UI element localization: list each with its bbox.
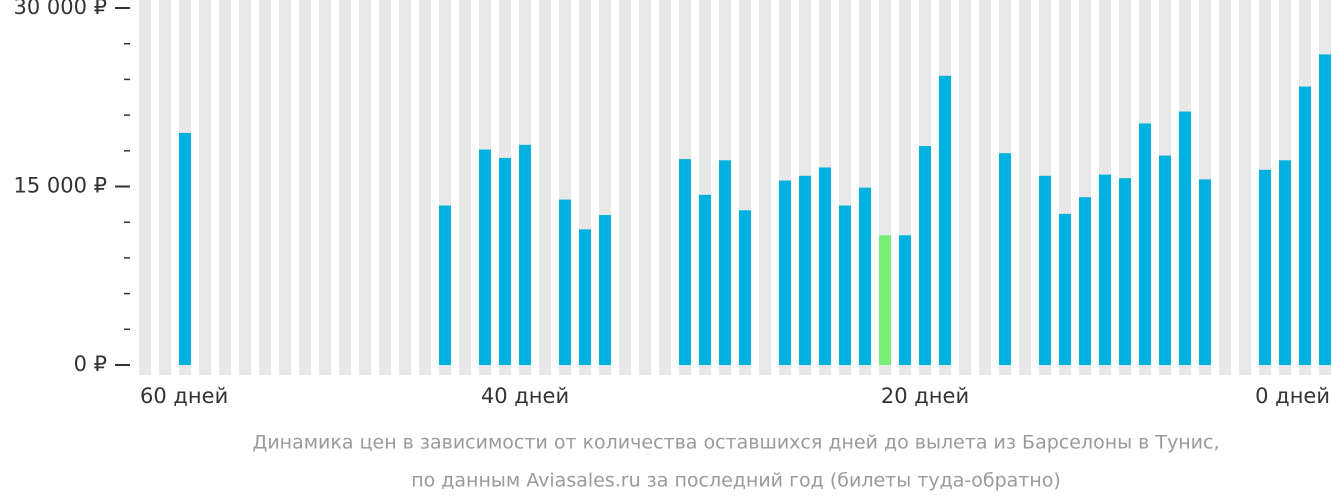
bar	[499, 157, 511, 365]
x-tick-label: 0 дней	[1255, 384, 1330, 408]
bar	[599, 215, 611, 365]
bar	[999, 153, 1011, 365]
bar	[919, 146, 931, 365]
slot-background	[339, 0, 351, 375]
slot-background	[139, 0, 151, 375]
slot-background	[619, 0, 631, 375]
slot-background	[159, 0, 171, 375]
bar	[1119, 178, 1131, 365]
x-tick-label: 40 дней	[481, 384, 569, 408]
bar	[1059, 213, 1071, 365]
bar	[879, 235, 891, 365]
slot-background	[279, 0, 291, 375]
bar	[679, 159, 691, 365]
slot-background	[539, 0, 551, 375]
bar	[1319, 54, 1331, 365]
bar	[179, 132, 191, 365]
y-tick-label: 30 000 ₽	[13, 0, 107, 19]
bar	[799, 175, 811, 365]
bar	[579, 229, 591, 365]
bar	[699, 194, 711, 365]
slot-background	[379, 0, 391, 375]
slot-background	[219, 0, 231, 375]
bar	[779, 180, 791, 365]
bar	[819, 167, 831, 365]
bar	[1279, 160, 1291, 365]
slot-background	[239, 0, 251, 375]
slot-background	[399, 0, 411, 375]
bar	[859, 187, 871, 365]
bar	[479, 149, 491, 365]
bar	[1159, 155, 1171, 365]
slot-background	[1019, 0, 1031, 375]
slot-background	[1239, 0, 1251, 375]
bar	[1259, 169, 1271, 365]
y-tick-label: 0 ₽	[74, 352, 107, 376]
bar	[1199, 179, 1211, 365]
slot-background	[959, 0, 971, 375]
bar	[559, 199, 571, 365]
bar	[519, 144, 531, 365]
slot-background	[359, 0, 371, 375]
bar	[1139, 123, 1151, 366]
caption: по данным Aviasales.ru за последний год …	[411, 470, 1061, 492]
bar	[1079, 197, 1091, 365]
bar	[899, 235, 911, 365]
bar	[1039, 175, 1051, 365]
bar	[1299, 86, 1311, 365]
slot-background	[419, 0, 431, 375]
y-tick-label: 15 000 ₽	[13, 174, 107, 198]
slot-background	[459, 0, 471, 375]
bar	[1099, 174, 1111, 365]
slot-background	[639, 0, 651, 375]
bar	[719, 160, 731, 365]
x-tick-label: 60 дней	[140, 384, 228, 408]
x-tick-label: 20 дней	[881, 384, 969, 408]
bar	[739, 210, 751, 365]
caption: Динамика цен в зависимости от количества…	[252, 432, 1219, 454]
slot-background	[319, 0, 331, 375]
slot-background	[979, 0, 991, 375]
slot-background	[659, 0, 671, 375]
bar	[939, 75, 951, 365]
slot-background	[259, 0, 271, 375]
slot-background	[1219, 0, 1231, 375]
slot-background	[759, 0, 771, 375]
bar	[439, 205, 451, 365]
slot-background	[199, 0, 211, 375]
bar	[1179, 111, 1191, 365]
slot-background	[299, 0, 311, 375]
bar	[839, 205, 851, 365]
